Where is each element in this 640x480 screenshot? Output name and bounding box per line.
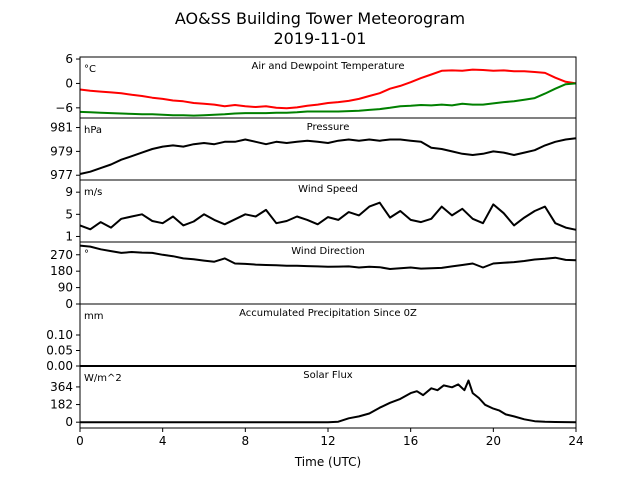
panel-1-ytick-label-0: 981 bbox=[50, 121, 73, 135]
panel-2-title: Wind Speed bbox=[298, 184, 358, 195]
figure-title-line2: 2019-11-01 bbox=[274, 29, 367, 48]
panel-4-title: Accumulated Precipitation Since 0Z bbox=[239, 308, 417, 319]
panel-0-series-1-line bbox=[79, 82, 577, 117]
panel-3: 270 180 90 0 Wind Direction ° bbox=[50, 241, 577, 311]
panel-2-series-0-line bbox=[79, 201, 577, 231]
panel-1-ytick-label-2: 977 bbox=[50, 168, 73, 182]
panels-group: 6 0 −6 Air and Dewpoint Temperature °C 981 979… bbox=[46, 52, 577, 429]
x-tick-label-3: 12 bbox=[320, 434, 335, 448]
panel-1-series-0-line bbox=[79, 137, 577, 175]
x-axis: 0 4 8 12 16 20 24 bbox=[76, 428, 584, 448]
panel-5-ytick-label-2: 0 bbox=[65, 415, 73, 429]
panel-2: 9 5 1 Wind Speed m/s bbox=[65, 179, 577, 243]
panel-1-title: Pressure bbox=[307, 122, 350, 133]
panel-0-ytick-label-2: −6 bbox=[55, 101, 73, 115]
x-axis-label: Time (UTC) bbox=[294, 455, 361, 469]
panel-2-ytick-label-0: 9 bbox=[65, 185, 73, 199]
panel-3-unit: ° bbox=[84, 249, 89, 260]
x-tick-label-6: 24 bbox=[568, 434, 583, 448]
figure-title-line1: AO&SS Building Tower Meteorogram bbox=[175, 9, 465, 28]
panel-5-title: Solar Flux bbox=[303, 370, 353, 381]
panel-4-ytick-label-2: 0.00 bbox=[46, 359, 73, 373]
x-tick-label-2: 8 bbox=[242, 434, 250, 448]
panel-1-ytick-label-1: 979 bbox=[50, 144, 73, 158]
panel-4: 0.10 0.050.00 Accumulated Precipitation Si… bbox=[46, 303, 577, 373]
panel-0-ytick-label-1: 0 bbox=[65, 76, 73, 90]
panel-5-ytick-label-1: 182 bbox=[50, 398, 73, 412]
panel-2-ytick-label-1: 5 bbox=[65, 207, 73, 221]
panel-5: 364 182 0 Solar Flux W/m^2 bbox=[50, 365, 577, 429]
panel-0: 6 0 −6 Air and Dewpoint Temperature °C bbox=[55, 52, 577, 119]
panel-5-ytick-label-0: 364 bbox=[50, 380, 73, 394]
panel-4-ytick-label-0: 0.10 bbox=[46, 328, 73, 342]
panel-3-series-0-line bbox=[79, 244, 577, 270]
x-tick-label-4: 16 bbox=[403, 434, 418, 448]
panel-4-ytick-label-1: 0.05 bbox=[46, 344, 73, 358]
x-tick-label-5: 20 bbox=[486, 434, 501, 448]
panel-2-ytick-label-2: 1 bbox=[65, 229, 73, 243]
panel-3-ytick-label-0: 270 bbox=[50, 248, 73, 262]
panel-3-ytick-label-1: 180 bbox=[50, 264, 73, 278]
panel-0-title: Air and Dewpoint Temperature bbox=[252, 61, 405, 72]
panel-2-unit: m/s bbox=[84, 187, 102, 198]
panel-3-ytick-label-3: 0 bbox=[65, 297, 73, 311]
panel-5-series-0-line bbox=[80, 379, 577, 424]
panel-1-unit: hPa bbox=[84, 125, 102, 136]
panel-1: 981 979 977 Pressure hPa bbox=[50, 117, 577, 182]
panel-3-ytick-label-2: 90 bbox=[58, 281, 73, 295]
panel-0-series-0-line bbox=[79, 68, 577, 110]
panel-0-unit: °C bbox=[84, 64, 96, 75]
panel-5-unit: W/m^2 bbox=[84, 373, 122, 384]
panel-3-title: Wind Direction bbox=[291, 246, 365, 257]
panel-0-ytick-label-0: 6 bbox=[65, 52, 73, 66]
x-tick-label-0: 0 bbox=[76, 434, 84, 448]
panel-4-unit: mm bbox=[84, 311, 103, 322]
x-tick-label-1: 4 bbox=[159, 434, 167, 448]
